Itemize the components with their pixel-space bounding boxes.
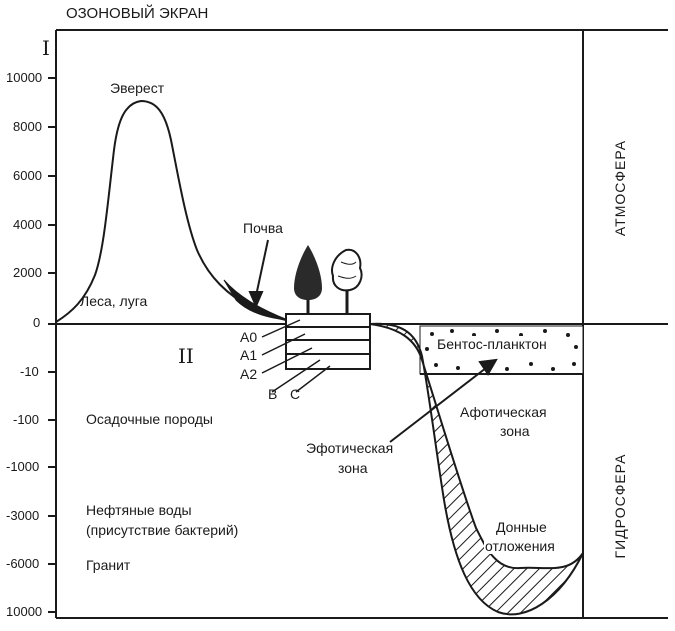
horizon-c-label: С <box>290 386 301 402</box>
zone-roman-two: II <box>178 344 194 368</box>
euphotic-zone-label-line2: зона <box>338 460 368 476</box>
bottom-sediments-label-line2: отложения <box>484 538 556 554</box>
bottom-sediments-label-line1: Донные <box>496 519 547 535</box>
everest-mountain-outline <box>55 99 287 323</box>
oil-waters-label-line2: (присутствие бактерий) <box>86 522 239 538</box>
horizon-a0-label: А0 <box>240 329 258 345</box>
axis-tick-label: 4000 <box>13 217 42 232</box>
everest-label: Эверест <box>110 80 165 96</box>
horizon-b-label: В <box>268 386 278 402</box>
aphotic-zone-label-line2: зона <box>500 423 530 439</box>
axis-tick-label: -6000 <box>6 556 40 571</box>
zone-roman-one: I <box>42 36 50 60</box>
aphotic-zone-label-line1: Афотическая <box>460 404 547 420</box>
soil-label: Почва <box>243 220 283 236</box>
axis-tick-label: 10000 <box>6 604 43 619</box>
axis-tick-label: -10 <box>20 364 39 379</box>
soil-arrow <box>248 239 269 309</box>
axis-tick-label: 0 <box>33 315 41 330</box>
ozone-screen-label: ОЗОНОВЫЙ ЭКРАН <box>66 5 209 22</box>
axis-tick-label: -1000 <box>6 459 40 474</box>
axis-ticks <box>48 77 56 613</box>
atmosphere-label: АТМОСФЕРА <box>612 139 628 237</box>
soil-horizons-box <box>285 313 371 370</box>
axis-tick-label: 6000 <box>13 168 42 183</box>
horizon-pointers <box>261 319 331 393</box>
deciduous-tree-icon <box>331 248 363 314</box>
axis-tick-label: 2000 <box>13 265 42 280</box>
conifer-tree-icon <box>294 245 322 314</box>
horizon-a2-label: А2 <box>240 366 258 382</box>
sedimentary-rocks-label: Осадочные породы <box>86 411 213 427</box>
horizon-a1-label: А1 <box>240 347 258 363</box>
axis-tick-label: -100 <box>13 412 40 427</box>
axis-tick-label: 8000 <box>13 119 42 134</box>
granite-label: Гранит <box>86 557 131 573</box>
axis-tick-label: -3000 <box>6 508 40 523</box>
benthos-plankton-label: Бентос-планктон <box>436 336 548 352</box>
axis-tick-label: 10000 <box>6 70 43 85</box>
hydrosphere-label: ГИДРОСФЕРА <box>612 453 628 559</box>
forests-meadows-label: Леса, луга <box>80 293 148 309</box>
euphotic-zone-label-line1: Эфотическая <box>306 440 394 456</box>
oil-waters-label-line1: Нефтяные воды <box>86 502 192 518</box>
euphotic-arrow <box>389 358 498 443</box>
